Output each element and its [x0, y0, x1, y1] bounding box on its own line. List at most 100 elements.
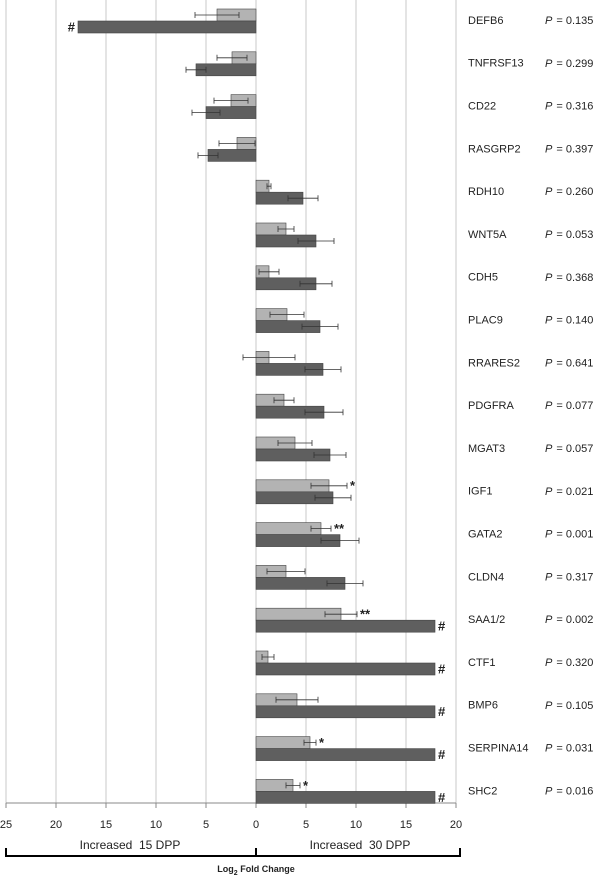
significance-marker: # [438, 661, 446, 676]
error-bar [299, 280, 333, 287]
category-label: SAA1/2 [468, 614, 505, 626]
right-label: Increased 30 DPP [310, 838, 411, 852]
error-bar [242, 354, 296, 361]
error-bar [218, 140, 256, 147]
error-bar [324, 611, 358, 618]
error-bar [213, 97, 249, 104]
error-bar [287, 195, 319, 202]
significance-marker: # [438, 619, 446, 634]
p-symbol: P [545, 443, 553, 455]
error-bar [310, 525, 332, 532]
category-label: PDGFRA [468, 400, 515, 412]
category-label: WNT5A [468, 229, 507, 241]
category-label: RRARES2 [468, 357, 520, 369]
p-value: P = 0.016 [545, 785, 593, 797]
p-value: P = 0.053 [545, 229, 593, 241]
category-label: PLAC9 [468, 315, 503, 327]
error-bar [197, 152, 219, 159]
x-tick-label: 15 [100, 819, 112, 831]
p-number: = 0.053 [556, 229, 593, 241]
p-value: P = 0.105 [545, 700, 593, 712]
p-symbol: P [545, 58, 553, 70]
category-label: IGF1 [468, 486, 492, 498]
left-label: Increased 15 DPP [80, 838, 181, 852]
error-bar [313, 452, 347, 458]
p-value: P = 0.320 [545, 657, 593, 669]
significance-marker: ** [334, 521, 345, 536]
p-symbol: P [545, 400, 553, 412]
p-symbol: P [545, 272, 553, 284]
p-symbol: P [545, 614, 553, 626]
category-label: RASGRP2 [468, 143, 521, 155]
p-symbol: P [545, 315, 553, 327]
p-number: = 0.320 [556, 657, 593, 669]
error-bar [194, 12, 240, 18]
p-symbol: P [545, 785, 553, 797]
error-bar [310, 482, 348, 489]
error-bar [304, 409, 344, 416]
x-tick-label: 20 [50, 819, 62, 831]
error-bar [266, 568, 306, 575]
x-tick-label: 15 [400, 819, 412, 831]
p-value: P = 0.001 [545, 529, 593, 541]
p-number: = 0.641 [556, 357, 593, 369]
category-label: DEFB6 [468, 15, 503, 27]
p-number: = 0.140 [556, 315, 593, 327]
category-label: CDH5 [468, 272, 498, 284]
x-tick-label: 10 [150, 819, 162, 831]
p-symbol: P [545, 486, 553, 498]
p-symbol: P [545, 143, 553, 155]
significance-marker: * [319, 735, 325, 750]
x-tick-label: 20 [450, 819, 462, 831]
bracket [5, 848, 461, 857]
p-value: P = 0.021 [545, 486, 593, 498]
p-symbol: P [545, 229, 553, 241]
bar [255, 662, 436, 676]
significance-marker: # [68, 19, 76, 34]
error-bar [277, 226, 295, 232]
bar [255, 619, 436, 633]
p-symbol: P [545, 743, 553, 755]
category-label: CD22 [468, 101, 496, 113]
p-number: = 0.316 [556, 101, 593, 113]
p-number: = 0.031 [556, 743, 593, 755]
error-bar [273, 397, 295, 404]
bar [77, 20, 257, 34]
p-number: = 0.057 [556, 443, 593, 455]
p-symbol: P [545, 101, 553, 113]
significance-marker: # [438, 790, 446, 805]
p-number: = 0.317 [556, 571, 593, 583]
p-number: = 0.397 [556, 143, 593, 155]
p-symbol: P [545, 15, 553, 27]
x-tick-label: 5 [203, 819, 209, 831]
x-title-main: Log [217, 864, 234, 874]
p-number: = 0.021 [556, 486, 593, 498]
category-label: MGAT3 [468, 443, 505, 455]
x-tick-label: 10 [350, 819, 362, 831]
error-bar [277, 440, 313, 446]
p-symbol: P [545, 700, 553, 712]
error-bar [261, 654, 275, 660]
error-bar [314, 494, 352, 501]
error-bar [258, 268, 280, 275]
error-bar [304, 366, 342, 373]
p-number: = 0.001 [556, 529, 593, 541]
p-value: P = 0.299 [545, 58, 593, 70]
error-bar [191, 109, 221, 116]
p-value: P = 0.316 [545, 101, 593, 113]
p-symbol: P [545, 529, 553, 541]
p-symbol: P [545, 186, 553, 198]
p-symbol: P [545, 657, 553, 669]
category-label: BMP6 [468, 700, 498, 712]
x-tick-label: 0 [253, 819, 259, 831]
significance-marker: * [303, 778, 309, 793]
error-bar [320, 537, 360, 544]
p-value: P = 0.077 [545, 400, 593, 412]
p-value: P = 0.317 [545, 571, 593, 583]
p-number: = 0.016 [556, 785, 593, 797]
x-title-sub: 2 [234, 870, 238, 877]
x-axis-title: Log2 Fold Change [217, 864, 294, 876]
error-bar [266, 183, 272, 190]
significance-marker: * [350, 478, 356, 493]
